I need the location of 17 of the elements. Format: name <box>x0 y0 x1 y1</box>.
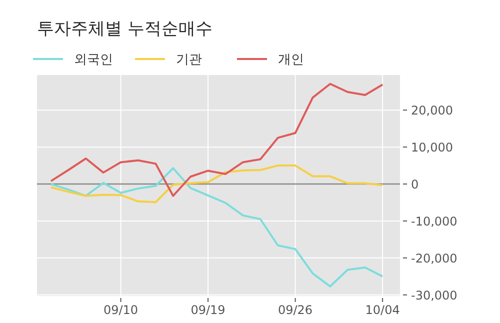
x-tick-label: 09/19 <box>190 303 226 317</box>
x-tick-label: 09/26 <box>278 303 313 317</box>
chart-title: 투자주체별 누적순매수 <box>37 19 212 39</box>
y-tick-label: -20,000 <box>411 251 458 266</box>
legend-label: 개인 <box>278 52 304 68</box>
y-tick-label: 20,000 <box>411 104 453 118</box>
y-tick-label: 10,000 <box>411 140 453 155</box>
y-tick-label: -10,000 <box>411 214 458 228</box>
x-tick-label: 10/04 <box>365 303 400 317</box>
y-tick-label: 0 <box>411 178 419 192</box>
line-series <box>50 82 384 197</box>
line-series <box>50 164 384 204</box>
legend-label: 기관 <box>176 52 202 68</box>
line-series <box>50 167 384 288</box>
legend-label: 외국인 <box>74 52 113 68</box>
x-tick-label: 09/10 <box>103 303 138 317</box>
y-tick-label: -30,000 <box>411 288 458 302</box>
